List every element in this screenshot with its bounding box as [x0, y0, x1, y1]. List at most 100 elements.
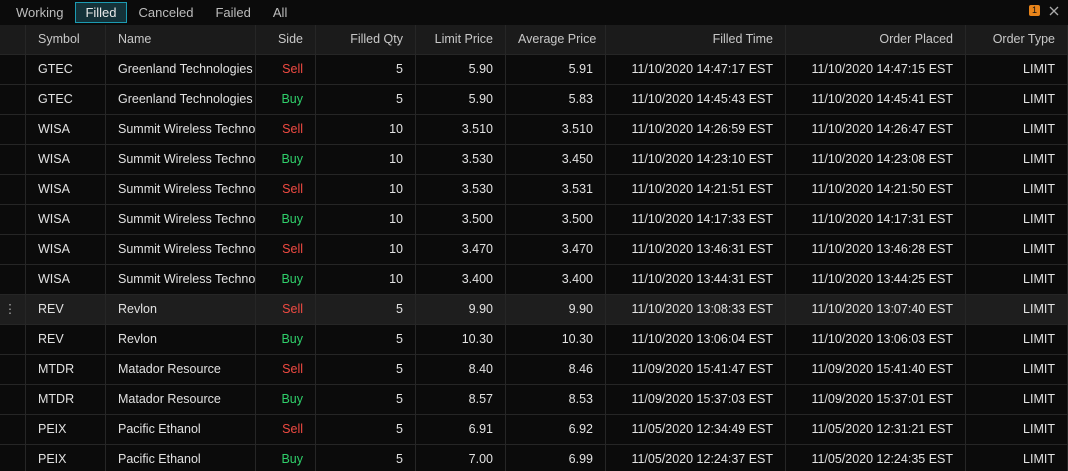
cell: 10 [316, 175, 416, 204]
order-row[interactable]: WISA Summit Wireless Techno Buy 10 3.530 3.45… [0, 145, 1068, 175]
cell: Summit Wireless Techno [106, 235, 256, 264]
row-handle [0, 235, 26, 264]
row-handle [0, 55, 26, 84]
column-header[interactable]: Name [106, 25, 256, 54]
row-handle [0, 445, 26, 471]
order-row[interactable]: MTDR Matador Resource Sell 5 8.40 8.46 11/09/2… [0, 355, 1068, 385]
cell: 6.99 [506, 445, 606, 471]
order-row[interactable]: WISA Summit Wireless Techno Sell 10 3.510 3.5… [0, 115, 1068, 145]
row-handle [0, 265, 26, 294]
cell: GTEC [26, 85, 106, 114]
cell: 3.470 [416, 235, 506, 264]
tab[interactable]: Working [16, 4, 64, 20]
order-row[interactable]: WISA Summit Wireless Techno Sell 10 3.530 3.5… [0, 175, 1068, 205]
cell: LIMIT [966, 205, 1068, 234]
cell: 3.530 [416, 145, 506, 174]
row-handle [0, 385, 26, 414]
cell: LIMIT [966, 325, 1068, 354]
cell: Sell [256, 175, 316, 204]
order-row[interactable]: GTEC Greenland Technologies Sell 5 5.90 5.91 1… [0, 55, 1068, 85]
cell: 11/10/2020 13:07:40 EST [786, 295, 966, 324]
tab[interactable]: Filled [75, 1, 127, 23]
cell: 8.53 [506, 385, 606, 414]
cell: 10 [316, 145, 416, 174]
cell: PEIX [26, 415, 106, 444]
cell: 11/10/2020 14:17:31 EST [786, 205, 966, 234]
cell: LIMIT [966, 175, 1068, 204]
tab[interactable]: Canceled [138, 4, 194, 20]
cell: 11/09/2020 15:37:03 EST [606, 385, 786, 414]
cell: Pacific Ethanol [106, 445, 256, 471]
cell: Buy [256, 385, 316, 414]
cell: PEIX [26, 445, 106, 471]
cell: Pacific Ethanol [106, 415, 256, 444]
close-button[interactable] [1048, 5, 1060, 17]
cell: 11/10/2020 13:44:25 EST [786, 265, 966, 294]
cell: Summit Wireless Techno [106, 265, 256, 294]
cell: 11/05/2020 12:31:21 EST [786, 415, 966, 444]
column-header[interactable]: Order Type [966, 25, 1068, 54]
cell: 3.400 [506, 265, 606, 294]
cell: 3.530 [416, 175, 506, 204]
cell: Greenland Technologies [106, 85, 256, 114]
column-header[interactable]: Average Price [506, 25, 606, 54]
cell: Sell [256, 355, 316, 384]
cell: Buy [256, 205, 316, 234]
cell: LIMIT [966, 265, 1068, 294]
cell: Sell [256, 415, 316, 444]
column-header[interactable]: Side [256, 25, 316, 54]
cell: 11/10/2020 14:23:08 EST [786, 145, 966, 174]
cell: LIMIT [966, 235, 1068, 264]
cell: 10 [316, 265, 416, 294]
order-row[interactable]: WISA Summit Wireless Techno Sell 10 3.470 3.4… [0, 235, 1068, 265]
cell: LIMIT [966, 385, 1068, 414]
cell: REV [26, 295, 106, 324]
order-row[interactable]: PEIX Pacific Ethanol Buy 5 7.00 6.99 11/05/202… [0, 445, 1068, 471]
cell: 8.57 [416, 385, 506, 414]
order-row[interactable]: GTEC Greenland Technologies Buy 5 5.90 5.83 11… [0, 85, 1068, 115]
cell: 5 [316, 415, 416, 444]
cell: Sell [256, 295, 316, 324]
row-handle [0, 175, 26, 204]
cell: 11/09/2020 15:37:01 EST [786, 385, 966, 414]
row-handle [0, 325, 26, 354]
cell: MTDR [26, 385, 106, 414]
cell: 9.90 [506, 295, 606, 324]
cell: 11/10/2020 13:06:04 EST [606, 325, 786, 354]
row-handle [0, 415, 26, 444]
order-row[interactable]: PEIX Pacific Ethanol Sell 5 6.91 6.92 11/05/20… [0, 415, 1068, 445]
tab[interactable]: Failed [215, 4, 251, 20]
cell: WISA [26, 175, 106, 204]
cell: 7.00 [416, 445, 506, 471]
column-header[interactable]: Limit Price [416, 25, 506, 54]
cell: WISA [26, 265, 106, 294]
cell: 5.90 [416, 85, 506, 114]
column-header[interactable]: Filled Qty [316, 25, 416, 54]
cell: 3.510 [416, 115, 506, 144]
cell: 11/10/2020 14:26:59 EST [606, 115, 786, 144]
column-header[interactable]: Symbol [26, 25, 106, 54]
column-header[interactable]: Order Placed [786, 25, 966, 54]
column-header[interactable]: Filled Time [606, 25, 786, 54]
cell: 11/10/2020 14:21:51 EST [606, 175, 786, 204]
cell: WISA [26, 235, 106, 264]
cell: Summit Wireless Techno [106, 205, 256, 234]
cell: 9.90 [416, 295, 506, 324]
cell: 6.91 [416, 415, 506, 444]
notification-badge[interactable]: 1 [1029, 5, 1040, 16]
cell: 6.92 [506, 415, 606, 444]
cell: 5 [316, 445, 416, 471]
cell: LIMIT [966, 85, 1068, 114]
order-row[interactable]: REV Revlon Buy 5 10.30 10.30 11/10/2020 13:06:… [0, 325, 1068, 355]
cell: 8.46 [506, 355, 606, 384]
cell: 11/05/2020 12:34:49 EST [606, 415, 786, 444]
tab[interactable]: All [272, 4, 288, 20]
order-row[interactable]: WISA Summit Wireless Techno Buy 10 3.500 3.50… [0, 205, 1068, 235]
order-row[interactable]: MTDR Matador Resource Buy 5 8.57 8.53 11/09/20… [0, 385, 1068, 415]
order-row[interactable]: ⋮ REV Revlon Sell 5 9.90 9.90 11/10/2020 13:08:… [0, 295, 1068, 325]
cell: LIMIT [966, 55, 1068, 84]
order-row[interactable]: WISA Summit Wireless Techno Buy 10 3.400 3.40… [0, 265, 1068, 295]
cell: GTEC [26, 55, 106, 84]
cell: LIMIT [966, 415, 1068, 444]
cell: Summit Wireless Techno [106, 115, 256, 144]
